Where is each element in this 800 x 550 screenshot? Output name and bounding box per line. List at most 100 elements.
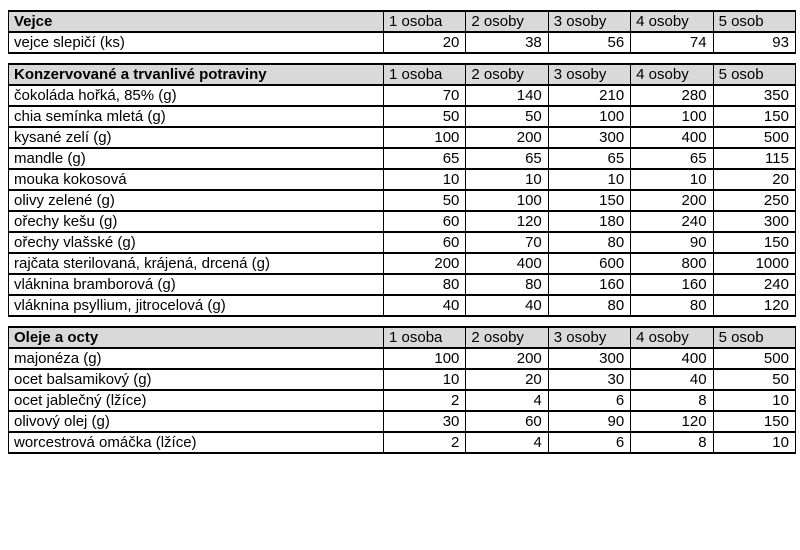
row-label-cell: vejce slepičí (ks): [8, 31, 384, 54]
value-cell: 30: [382, 410, 467, 433]
column-header: 3 osoby: [547, 326, 632, 349]
value-cell: 80: [630, 294, 714, 317]
value-cell: 80: [382, 273, 467, 296]
row-label-cell: rajčata sterilovaná, krájená, drcená (g): [8, 252, 384, 275]
column-header: 4 osoby: [630, 326, 714, 349]
value-cell: 2: [382, 431, 467, 454]
header-row: Konzervované a trvanlivé potraviny 1 osob…: [8, 63, 796, 86]
preserved-foods-table: Konzervované a trvanlivé potraviny 1 osob…: [8, 63, 796, 317]
value-cell: 4: [465, 431, 549, 454]
value-cell: 160: [547, 273, 632, 296]
header-row: Vejce 1 osoba 2 osoby 3 osoby 4 osoby 5 osob: [8, 10, 796, 33]
value-cell: 115: [712, 147, 796, 170]
column-header: 1 osoba: [382, 63, 467, 86]
value-cell: 30: [547, 368, 632, 391]
value-cell: 74: [630, 31, 714, 54]
value-cell: 100: [547, 105, 632, 128]
row-label-cell: ocet jablečný (lžíce): [8, 389, 384, 412]
row-label-cell: majonéza (g): [8, 347, 384, 370]
value-cell: 80: [465, 273, 549, 296]
value-cell: 80: [547, 231, 632, 254]
column-header: 5 osob: [712, 10, 796, 33]
value-cell: 50: [712, 368, 796, 391]
table-row: vláknina bramborová (g) 80 80 160 160 240: [8, 273, 796, 296]
value-cell: 150: [712, 105, 796, 128]
value-cell: 200: [465, 126, 549, 149]
value-cell: 20: [382, 31, 467, 54]
value-cell: 10: [465, 168, 549, 191]
value-cell: 6: [547, 389, 632, 412]
value-cell: 150: [547, 189, 632, 212]
value-cell: 120: [712, 294, 796, 317]
table-row: mouka kokosová 10 10 10 10 20: [8, 168, 796, 191]
oils-vinegars-table: Oleje a octy 1 osoba 2 osoby 3 osoby 4 osoby…: [8, 326, 796, 454]
value-cell: 2: [382, 389, 467, 412]
row-label-cell: ocet balsamikový (g): [8, 368, 384, 391]
value-cell: 350: [712, 84, 796, 107]
value-cell: 120: [465, 210, 549, 233]
value-cell: 250: [712, 189, 796, 212]
value-cell: 70: [382, 84, 467, 107]
value-cell: 90: [547, 410, 632, 433]
value-cell: 100: [382, 126, 467, 149]
value-cell: 10: [382, 368, 467, 391]
row-label-cell: worcestrová omáčka (lžíce): [8, 431, 384, 454]
value-cell: 120: [630, 410, 714, 433]
row-label-cell: chia semínka mletá (g): [8, 105, 384, 128]
table-row: vláknina psyllium, jitrocelová (g) 40 40 80…: [8, 294, 796, 317]
value-cell: 10: [712, 431, 796, 454]
column-header: 3 osoby: [547, 10, 632, 33]
value-cell: 65: [465, 147, 549, 170]
value-cell: 65: [382, 147, 467, 170]
value-cell: 40: [382, 294, 467, 317]
value-cell: 10: [547, 168, 632, 191]
value-cell: 56: [547, 31, 632, 54]
value-cell: 38: [465, 31, 549, 54]
column-header: 3 osoby: [547, 63, 632, 86]
table-row: ocet jablečný (lžíce) 2 4 6 8 10: [8, 389, 796, 412]
value-cell: 65: [630, 147, 714, 170]
section-title: Vejce: [8, 10, 384, 33]
value-cell: 6: [547, 431, 632, 454]
table-row: čokoláda hořká, 85% (g) 70 140 210 280 350: [8, 84, 796, 107]
value-cell: 500: [712, 126, 796, 149]
column-header: 4 osoby: [630, 63, 714, 86]
row-label-cell: olivový olej (g): [8, 410, 384, 433]
value-cell: 80: [547, 294, 632, 317]
value-cell: 200: [465, 347, 549, 370]
value-cell: 240: [630, 210, 714, 233]
value-cell: 100: [630, 105, 714, 128]
value-cell: 140: [465, 84, 549, 107]
value-cell: 60: [382, 231, 467, 254]
value-cell: 60: [382, 210, 467, 233]
row-label-cell: kysané zelí (g): [8, 126, 384, 149]
value-cell: 400: [465, 252, 549, 275]
table-row: ořechy kešu (g) 60 120 180 240 300: [8, 210, 796, 233]
value-cell: 50: [382, 105, 467, 128]
table-row: majonéza (g) 100 200 300 400 500: [8, 347, 796, 370]
value-cell: 10: [630, 168, 714, 191]
value-cell: 200: [630, 189, 714, 212]
column-header: 5 osob: [712, 326, 796, 349]
table-row: ocet balsamikový (g) 10 20 30 40 50: [8, 368, 796, 391]
section-title: Konzervované a trvanlivé potraviny: [8, 63, 384, 86]
spreadsheet: Vejce 1 osoba 2 osoby 3 osoby 4 osoby 5 osob v…: [8, 10, 796, 454]
value-cell: 100: [382, 347, 467, 370]
table-row: olivový olej (g) 30 60 90 120 150: [8, 410, 796, 433]
table-row: kysané zelí (g) 100 200 300 400 500: [8, 126, 796, 149]
value-cell: 40: [630, 368, 714, 391]
row-label-cell: vláknina bramborová (g): [8, 273, 384, 296]
value-cell: 60: [465, 410, 549, 433]
value-cell: 400: [630, 347, 714, 370]
table-row: chia semínka mletá (g) 50 50 100 100 150: [8, 105, 796, 128]
value-cell: 50: [382, 189, 467, 212]
value-cell: 90: [630, 231, 714, 254]
header-row: Oleje a octy 1 osoba 2 osoby 3 osoby 4 osoby…: [8, 326, 796, 349]
column-header: 2 osoby: [465, 63, 549, 86]
value-cell: 10: [712, 389, 796, 412]
column-header: 2 osoby: [465, 10, 549, 33]
value-cell: 40: [465, 294, 549, 317]
value-cell: 100: [465, 189, 549, 212]
value-cell: 10: [382, 168, 467, 191]
row-label-cell: ořechy vlašské (g): [8, 231, 384, 254]
